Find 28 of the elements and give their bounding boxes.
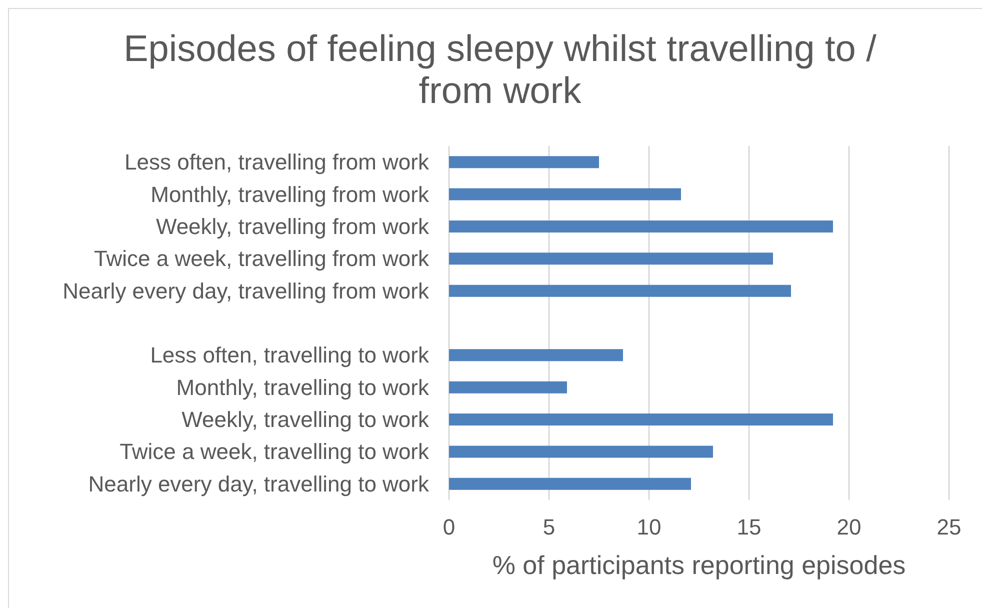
y-tick-label: Monthly, travelling from work [150,182,430,207]
x-tick-label: 5 [542,514,556,540]
y-tick-label: Twice a week, travelling from work [94,246,430,272]
y-tick-label: Nearly every day, travelling to work [88,471,430,496]
x-axis-title: % of participants reporting episodes [492,550,906,580]
y-tick-label: Twice a week, travelling to work [120,439,430,464]
chart-title: Episodes of feeling sleepy whilst travelling to / from work [122,28,878,112]
bar [449,188,681,200]
y-tick-label: Less often, travelling to work [150,342,430,368]
bar [449,414,833,426]
bar [449,478,691,490]
bar [449,156,599,168]
bar [449,284,791,297]
y-tick-label: Less often, travelling from work [124,150,430,175]
bar [449,349,623,362]
bar [449,220,833,232]
bar [449,252,773,265]
y-tick-label: Monthly, travelling to work [176,374,430,400]
x-tick-label: 10 [636,514,662,540]
x-tick-label: 0 [442,514,456,540]
bar [449,381,567,394]
y-tick-label: Weekly, travelling from work [156,214,430,239]
y-tick-label: Nearly every day, travelling from work [62,278,430,304]
x-tick-label: 20 [836,514,862,540]
x-tick-label: 25 [936,514,962,540]
x-tick-label: 15 [736,514,762,540]
y-tick-label: Weekly, travelling to work [182,407,430,432]
bar [449,446,713,458]
